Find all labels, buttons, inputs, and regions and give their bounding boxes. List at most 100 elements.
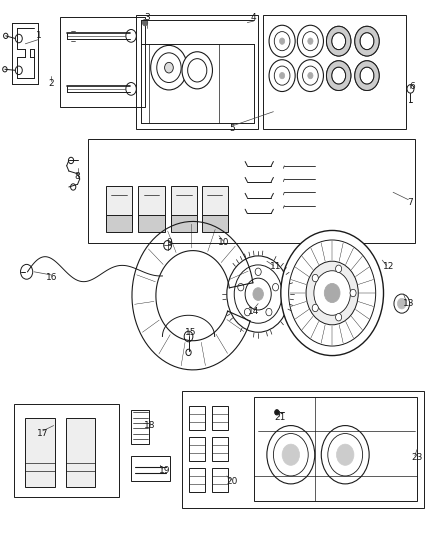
Text: 17: 17 (37, 429, 49, 438)
Circle shape (275, 410, 279, 415)
Circle shape (164, 240, 172, 250)
Circle shape (397, 298, 406, 309)
Bar (171, 215, 197, 232)
Circle shape (281, 230, 384, 356)
Circle shape (308, 38, 313, 44)
Text: 11: 11 (270, 262, 281, 271)
Circle shape (186, 349, 191, 356)
Text: 21: 21 (274, 413, 286, 422)
Circle shape (306, 261, 358, 325)
Bar (212, 437, 228, 461)
Text: 19: 19 (159, 466, 170, 475)
Bar (131, 410, 149, 444)
Bar (138, 215, 165, 232)
Circle shape (336, 444, 354, 465)
Circle shape (142, 19, 148, 26)
Circle shape (336, 265, 342, 272)
Bar (212, 468, 228, 492)
Text: 4: 4 (251, 13, 257, 22)
Text: 2: 2 (49, 79, 54, 88)
Text: 7: 7 (408, 198, 413, 207)
Bar (131, 456, 170, 481)
Text: 14: 14 (248, 307, 259, 316)
Circle shape (15, 34, 22, 43)
Circle shape (303, 66, 318, 85)
Bar (182, 391, 424, 508)
Text: 15: 15 (185, 328, 197, 337)
Circle shape (326, 26, 351, 56)
Circle shape (68, 157, 74, 164)
Circle shape (407, 85, 414, 93)
Circle shape (269, 25, 295, 57)
Circle shape (71, 184, 76, 190)
Circle shape (297, 25, 323, 57)
Text: 5: 5 (229, 124, 235, 133)
Circle shape (282, 444, 300, 465)
Circle shape (245, 278, 271, 310)
Bar (106, 215, 132, 232)
Bar (189, 468, 205, 492)
Text: 18: 18 (144, 421, 155, 430)
Circle shape (328, 433, 363, 476)
Text: 12: 12 (383, 262, 395, 271)
Circle shape (227, 256, 290, 332)
Bar (25, 418, 55, 487)
Circle shape (289, 240, 376, 346)
Circle shape (360, 33, 374, 50)
Circle shape (312, 304, 318, 312)
Circle shape (360, 67, 374, 84)
Bar (106, 186, 132, 224)
Bar (60, 17, 145, 108)
Bar (66, 418, 95, 487)
Bar (189, 437, 205, 461)
Circle shape (184, 331, 193, 342)
Circle shape (157, 53, 181, 83)
Circle shape (355, 26, 379, 56)
Text: 13: 13 (403, 299, 414, 308)
Circle shape (187, 59, 207, 82)
Text: 23: 23 (411, 453, 423, 462)
Circle shape (151, 45, 187, 90)
Circle shape (3, 67, 7, 72)
Circle shape (234, 265, 282, 323)
Bar (88, 139, 415, 243)
Text: 9: 9 (166, 238, 172, 247)
Text: 3: 3 (144, 13, 150, 22)
Circle shape (312, 274, 318, 282)
Circle shape (279, 72, 285, 79)
Circle shape (182, 52, 212, 89)
Circle shape (279, 38, 285, 44)
Circle shape (321, 425, 369, 484)
Circle shape (332, 67, 346, 84)
Circle shape (267, 425, 315, 484)
Text: 20: 20 (226, 477, 238, 486)
Bar (201, 215, 228, 232)
Circle shape (308, 72, 313, 79)
Bar (138, 186, 165, 224)
Circle shape (126, 83, 136, 95)
Circle shape (238, 284, 244, 291)
Bar (189, 407, 205, 430)
Circle shape (269, 60, 295, 92)
Circle shape (253, 288, 263, 301)
Text: 6: 6 (410, 82, 416, 91)
Circle shape (394, 294, 410, 313)
Text: 16: 16 (46, 272, 57, 281)
Circle shape (336, 313, 342, 321)
Circle shape (15, 66, 22, 75)
Circle shape (274, 31, 290, 51)
Circle shape (266, 309, 272, 316)
Circle shape (273, 433, 308, 476)
Circle shape (244, 309, 251, 316)
Circle shape (126, 29, 136, 42)
Text: 8: 8 (74, 172, 81, 181)
Circle shape (4, 33, 8, 38)
Circle shape (255, 268, 261, 276)
Text: 10: 10 (218, 238, 229, 247)
Circle shape (350, 289, 356, 297)
Bar (212, 407, 228, 430)
Circle shape (314, 271, 350, 316)
Bar (136, 14, 258, 128)
Circle shape (324, 284, 340, 303)
Circle shape (297, 60, 323, 92)
